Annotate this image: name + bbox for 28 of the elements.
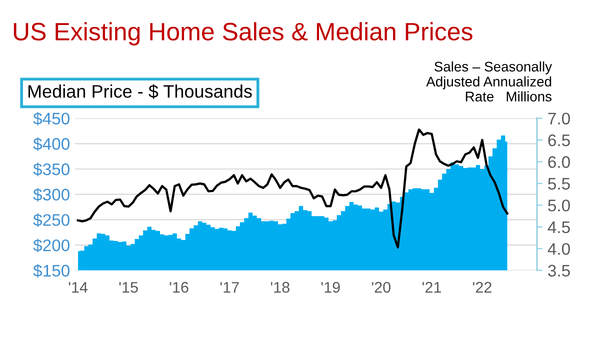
y2-tick-label: 6.0	[548, 156, 570, 168]
y2-tick-label: 7.0	[548, 112, 570, 125]
line-series	[76, 128, 508, 248]
x-tick-label: '22	[473, 282, 492, 293]
y2-tick-label: 5.0	[548, 200, 570, 212]
y2-tick-label: 4.0	[548, 243, 570, 255]
x-tick-label: '17	[220, 282, 239, 293]
y-tick-label: $200	[33, 238, 70, 252]
x-tick-label: '21	[422, 282, 441, 293]
x-tick-label: '15	[119, 282, 138, 293]
y2-axis-title: Sales – Seasonally Adjusted Annualized Rate Millions	[426, 61, 552, 102]
y-tick-label: $400	[33, 137, 70, 151]
x-tick-label: '18	[270, 282, 290, 293]
y2-tick-label: 6.5	[548, 134, 570, 146]
y-tick-label: $350	[33, 162, 70, 176]
y-axis-title: Median Price - $ Thousands	[28, 84, 252, 99]
y2-tick-label: 3.5	[548, 264, 570, 277]
y-tick-label: $150	[33, 264, 70, 278]
x-tick-label: '16	[170, 282, 188, 293]
y-tick-label: $300	[33, 188, 70, 202]
x-tick-label: '14	[68, 282, 88, 293]
y2-tick-label: 5.5	[548, 178, 570, 190]
x-tick-label: '19	[321, 282, 340, 293]
y2-tick-label: 4.5	[548, 222, 570, 234]
y-tick-label: $250	[33, 213, 70, 227]
x-tick-label: '20	[372, 282, 390, 293]
y-tick-label: $450	[33, 112, 70, 126]
chart-title: US Existing Home Sales & Median Prices	[14, 22, 472, 46]
